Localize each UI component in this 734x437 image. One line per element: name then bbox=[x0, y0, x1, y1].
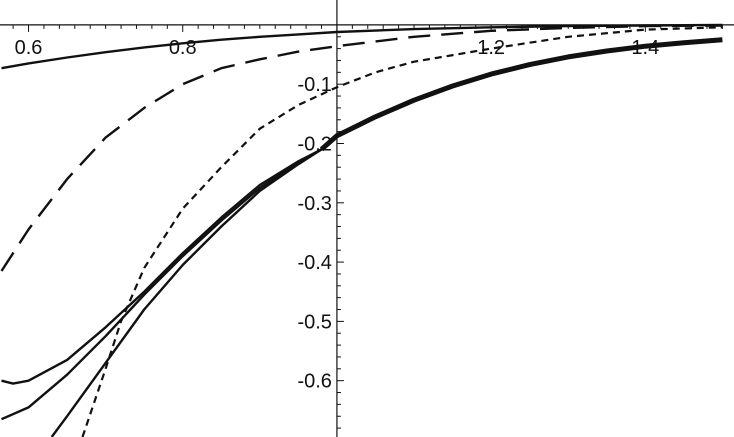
series-line-7 bbox=[319, 37, 723, 152]
x-tick-label: 1.4 bbox=[631, 37, 659, 59]
series-layer bbox=[0, 23, 723, 437]
series-line-3 bbox=[81, 26, 723, 437]
series-line-5 bbox=[1, 148, 323, 421]
y-tick-label: -0.6 bbox=[297, 371, 331, 393]
y-tick-label: -0.2 bbox=[297, 133, 331, 155]
y-tick-label: -0.5 bbox=[297, 311, 331, 333]
x-tick-label: 0.8 bbox=[169, 37, 197, 59]
y-tick-label: -0.3 bbox=[297, 193, 331, 215]
y-tick-label: -0.4 bbox=[297, 252, 331, 274]
x-tick-label: 1.2 bbox=[477, 37, 505, 59]
y-tick-label: -0.1 bbox=[297, 74, 331, 96]
series-line-2 bbox=[0, 24, 723, 272]
series-line-1 bbox=[1, 23, 723, 70]
series-line-6 bbox=[1, 148, 323, 385]
labels-layer: 0.6 0.8 1.2 1.4 -0.1 -0.2 -0.3 -0.4 -0.5 -0.6 bbox=[15, 37, 660, 393]
series-line-4 bbox=[50, 148, 323, 437]
x-tick-label: 0.6 bbox=[15, 37, 43, 59]
